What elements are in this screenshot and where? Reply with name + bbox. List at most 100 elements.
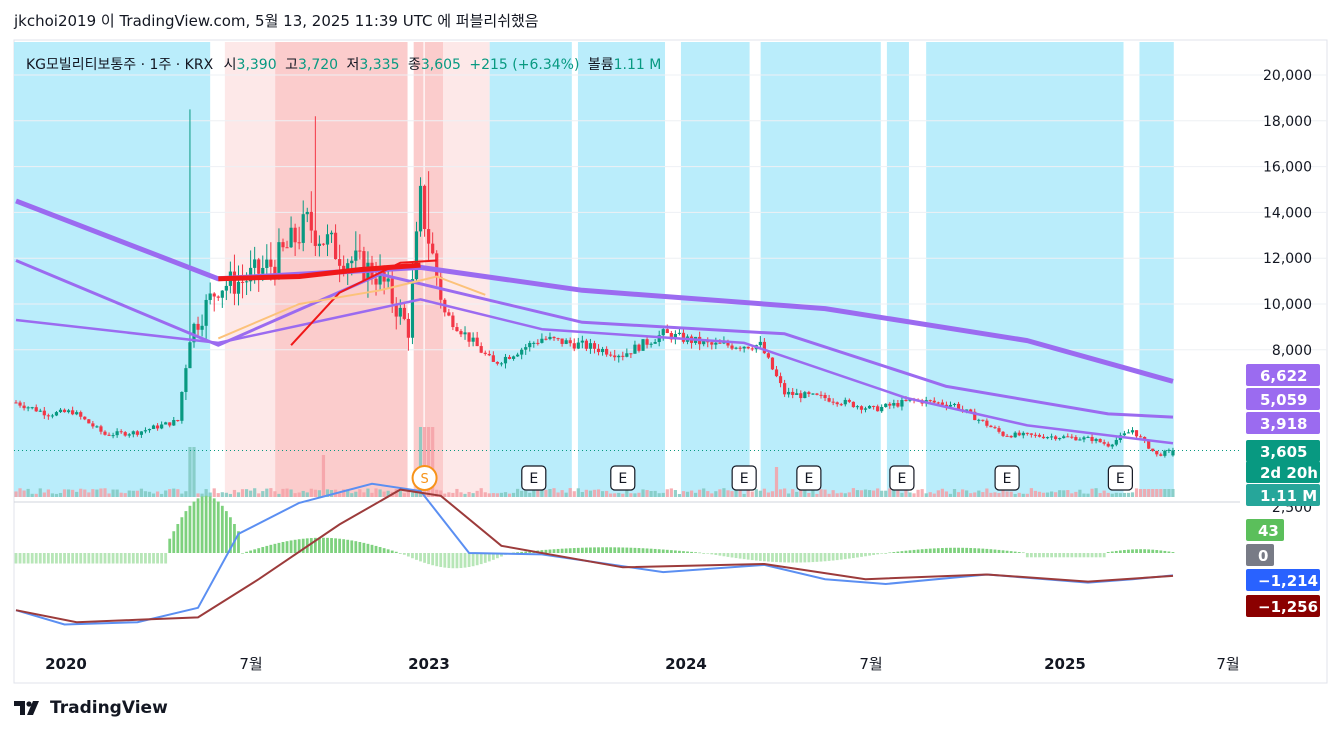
volume-bar	[855, 490, 860, 497]
volume-bar	[746, 489, 750, 497]
volume-bar	[572, 491, 576, 497]
macd-histogram-bar	[123, 553, 127, 564]
price-tag-bg	[1246, 364, 1320, 386]
price-tag-text: 6,622	[1260, 367, 1307, 385]
volume-bar	[778, 489, 783, 497]
volume-bar	[208, 492, 212, 497]
macd-histogram-bar	[892, 552, 896, 553]
candle-body	[1171, 450, 1175, 456]
candle-body	[325, 234, 330, 245]
macd-histogram-bar	[224, 511, 228, 553]
candle-body	[208, 293, 212, 300]
tradingview-logo[interactable]: TradingView	[14, 698, 168, 718]
macd-histogram-bar	[1135, 549, 1138, 553]
volume-bar	[188, 447, 192, 497]
candle-body	[418, 185, 423, 232]
macd-histogram-bar	[884, 553, 888, 554]
volume-bar	[815, 493, 819, 497]
volume-bar	[507, 493, 512, 497]
volume-bar	[839, 492, 843, 497]
bg-band	[886, 42, 909, 497]
volume-bar	[176, 489, 180, 497]
candle-body	[1041, 436, 1046, 439]
volume-bar	[301, 490, 305, 497]
macd-histogram-bar	[172, 531, 176, 553]
volume-bar	[965, 490, 969, 497]
macd-histogram-bar	[1042, 553, 1045, 558]
macd-histogram-bar	[18, 553, 22, 564]
candle-body	[1086, 436, 1090, 438]
candle-body	[414, 231, 419, 280]
legend-close-value: 3,605	[420, 57, 461, 73]
volume-bar	[807, 492, 811, 497]
candle-body	[285, 247, 289, 249]
volume-bar	[645, 490, 649, 497]
volume-bar	[382, 491, 386, 497]
volume-bar	[989, 492, 993, 497]
legend-close-label: 종	[407, 57, 421, 73]
volume-bar	[50, 493, 55, 497]
macd-histogram-bar	[949, 547, 952, 553]
volume-bar	[528, 492, 532, 497]
macd-histogram-bar	[435, 553, 439, 567]
candle-body	[172, 420, 176, 426]
macd-tag: 0	[1246, 544, 1274, 566]
candle-body	[34, 407, 38, 412]
volume-bar	[714, 491, 718, 497]
candle-body	[1001, 431, 1005, 436]
candle-body	[386, 278, 390, 282]
volume-bar	[135, 490, 139, 497]
candle-body	[997, 428, 1001, 432]
macd-histogram-bar	[734, 553, 738, 559]
volume-bar	[289, 489, 293, 497]
candle-body	[1070, 436, 1074, 438]
macd-histogram-bar	[589, 547, 592, 553]
candle-body	[329, 232, 334, 235]
candle-body	[240, 281, 245, 283]
volume-bar	[552, 488, 556, 497]
macd-histogram-bar	[471, 553, 475, 567]
candle-body	[831, 401, 835, 403]
earnings-marker: E	[521, 465, 547, 491]
volume-bar	[350, 493, 354, 497]
volume-bar	[46, 489, 50, 497]
volume-bar	[698, 489, 702, 497]
macd-histogram-bar	[1034, 553, 1037, 558]
volume-bar	[62, 489, 67, 497]
candle-body	[940, 402, 944, 405]
volume-bar	[1155, 489, 1159, 497]
macd-histogram-bar	[342, 539, 346, 553]
macd-histogram-bar	[993, 549, 997, 553]
candle-body	[1082, 437, 1086, 440]
volume-bar	[649, 491, 653, 497]
volume-bar	[451, 492, 455, 497]
macd-histogram-bar	[576, 547, 580, 553]
candle-body	[455, 327, 459, 332]
candle-body	[1138, 436, 1143, 438]
macd-histogram-bar	[196, 498, 200, 553]
volume-bar	[694, 492, 698, 497]
volume-bar	[427, 427, 431, 497]
volume-bar	[1062, 490, 1066, 497]
bg-band	[489, 42, 572, 497]
candle-body	[548, 336, 552, 340]
price-tag-bg	[1246, 388, 1320, 410]
volume-bar	[422, 427, 427, 497]
volume-bar	[127, 490, 131, 497]
candle-body	[273, 266, 277, 277]
candle-body	[119, 431, 123, 433]
macd-histogram-bar	[1110, 551, 1114, 553]
volume-bar	[236, 492, 241, 497]
macd-histogram-bar	[1127, 549, 1130, 553]
macd-histogram-bar	[552, 549, 556, 553]
volume-bar	[888, 488, 892, 497]
macd-histogram-bar	[657, 549, 661, 553]
volume-bar	[726, 490, 730, 497]
macd-histogram-bar	[59, 553, 62, 564]
candle-body	[1163, 450, 1167, 456]
volume-bar	[803, 489, 807, 497]
macd-histogram-bar	[568, 548, 572, 553]
macd-histogram-bar	[164, 553, 168, 564]
candle-body	[795, 393, 799, 395]
